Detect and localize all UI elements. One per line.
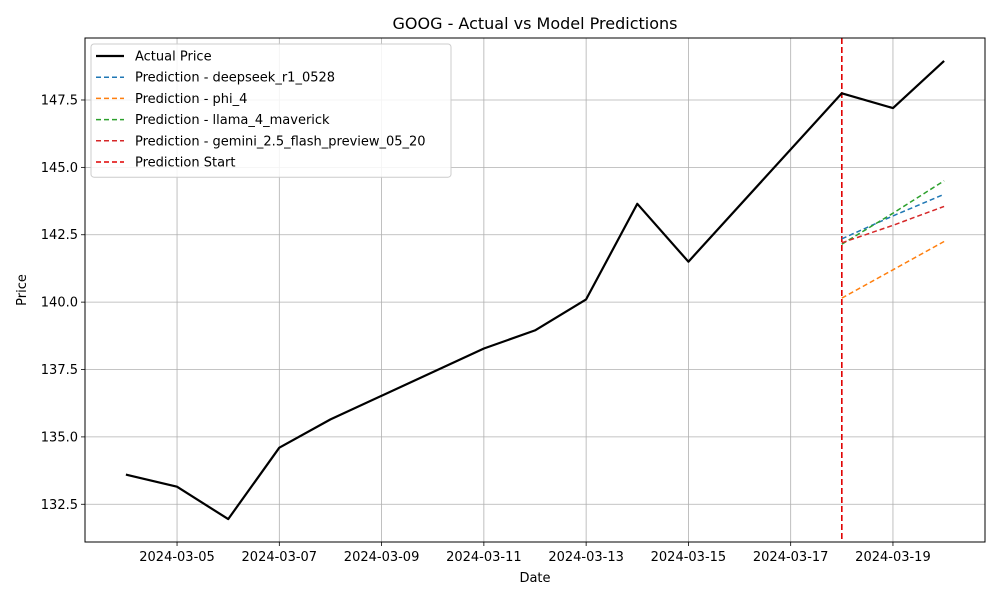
y-axis: 132.5 135.0 137.5 140.0 142.5 145.0 147.5 xyxy=(41,93,85,513)
y-tick-label: 135.0 xyxy=(41,430,78,445)
plot-frame xyxy=(84,37,986,543)
legend-label: Prediction Start xyxy=(135,156,235,171)
y-tick-label: 145.0 xyxy=(41,161,78,176)
x-tick-label: 2024-03-05 xyxy=(139,550,215,565)
legend-box xyxy=(90,43,452,178)
series-line-prediction-deepseek-r1-0528 xyxy=(841,193,945,240)
x-tick-label: 2024-03-15 xyxy=(651,550,727,565)
series-line-prediction-gemini-2-5-flash-preview-05-20 xyxy=(841,205,945,244)
x-tick-label: 2024-03-19 xyxy=(855,550,931,565)
chart-title: GOOG - Actual vs Model Predictions xyxy=(393,14,678,33)
legend-label: Prediction - llama_4_maverick xyxy=(135,113,330,128)
grid xyxy=(85,38,985,542)
x-tick-label: 2024-03-07 xyxy=(242,550,318,565)
x-axis: 2024-03-05 2024-03-07 2024-03-09 2024-03-11… xyxy=(139,542,931,565)
y-tick-label: 147.5 xyxy=(41,93,78,108)
series-line-prediction-phi-4 xyxy=(841,240,945,299)
x-axis-title: Date xyxy=(519,571,550,586)
plot-lines xyxy=(125,38,945,542)
y-axis-title: Price xyxy=(15,274,30,306)
y-tick-label: 140.0 xyxy=(41,296,78,311)
legend: Actual Price Prediction - deepseek_r1_052… xyxy=(90,43,452,178)
x-tick-label: 2024-03-09 xyxy=(344,550,420,565)
legend-label: Prediction - gemini_2.5_flash_preview_05… xyxy=(135,134,426,149)
y-tick-label: 142.5 xyxy=(41,228,78,243)
series-line-prediction-llama-4-maverick xyxy=(841,180,945,245)
x-tick-label: 2024-03-13 xyxy=(548,550,624,565)
legend-label: Prediction - phi_4 xyxy=(135,92,247,107)
x-tick-label: 2024-03-11 xyxy=(446,550,522,565)
legend-label: Prediction - deepseek_r1_0528 xyxy=(135,71,335,86)
y-tick-label: 137.5 xyxy=(41,363,78,378)
x-tick-label: 2024-03-17 xyxy=(753,550,829,565)
y-tick-label: 132.5 xyxy=(41,498,78,513)
legend-label: Actual Price xyxy=(135,50,212,65)
series-line-actual-price xyxy=(125,60,945,521)
